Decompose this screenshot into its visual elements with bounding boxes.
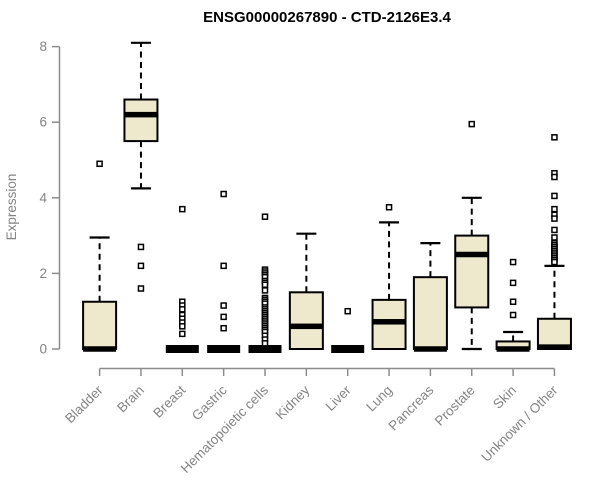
x-tick-label-bladder: Bladder xyxy=(62,382,106,426)
iqr-box xyxy=(123,98,159,143)
outlier-point xyxy=(509,311,517,319)
median-line xyxy=(413,346,447,352)
box-lung xyxy=(371,204,407,350)
outlier-point xyxy=(96,160,103,168)
iqr-box xyxy=(454,234,490,309)
outlier-point xyxy=(551,226,558,234)
box-bladder xyxy=(82,160,118,352)
collapsed-box xyxy=(207,345,241,353)
collapsed-box xyxy=(248,345,282,353)
box-hematopoietic-cells xyxy=(248,213,282,353)
x-tick-label-skin: Skin xyxy=(490,383,519,412)
outlier-point xyxy=(344,307,351,315)
box-skin xyxy=(495,258,531,352)
box-gastric xyxy=(207,190,241,353)
iqr-box xyxy=(288,291,324,350)
outlier-point xyxy=(551,205,558,213)
median-line xyxy=(83,346,117,352)
outlier-point xyxy=(261,340,269,347)
median-line xyxy=(496,346,530,352)
box-unknown-other xyxy=(536,134,572,351)
outlier-point xyxy=(261,287,269,294)
x-tick-label-prostate: Prostate xyxy=(432,383,478,429)
iqr-box xyxy=(412,276,448,350)
x-tick-label-brain: Brain xyxy=(114,383,147,416)
median-line xyxy=(455,251,489,258)
outlier-point xyxy=(509,279,517,287)
outlier-point xyxy=(551,258,558,266)
outlier-point xyxy=(220,313,227,321)
outlier-point xyxy=(137,285,145,292)
outlier-point xyxy=(220,324,227,332)
outlier-point xyxy=(220,302,227,309)
box-kidney xyxy=(288,232,324,350)
box-prostate xyxy=(454,120,490,351)
y-tick-label: 8 xyxy=(39,39,47,54)
x-tick-label-unknown-other: Unknown / Other xyxy=(478,382,561,465)
iqr-box xyxy=(82,300,118,350)
outlier-point xyxy=(509,298,517,305)
outlier-point xyxy=(179,205,186,213)
x-tick-label-breast: Breast xyxy=(150,382,188,420)
median-line xyxy=(537,344,571,350)
y-tick-label: 2 xyxy=(39,266,47,281)
outlier-point xyxy=(551,192,558,200)
box-pancreas xyxy=(412,242,448,352)
box-liver xyxy=(331,307,365,353)
outlier-point xyxy=(220,190,227,198)
y-tick-label: 0 xyxy=(39,342,47,357)
median-line xyxy=(124,111,158,118)
collapsed-box xyxy=(165,345,199,353)
outlier-point xyxy=(551,173,558,181)
outlier-point xyxy=(137,262,145,270)
median-line xyxy=(289,323,323,330)
x-tick-label-gastric: Gastric xyxy=(189,382,230,423)
x-tick-label-liver: Liver xyxy=(323,382,355,414)
outlier-point xyxy=(385,204,393,211)
outlier-point xyxy=(509,258,517,266)
chart-title: ENSG00000267890 - CTD-2126E3.4 xyxy=(203,9,451,26)
median-line xyxy=(372,319,406,325)
box-breast xyxy=(165,205,199,353)
x-tick-label-lung: Lung xyxy=(363,383,395,415)
y-tick-label: 6 xyxy=(39,115,47,130)
outlier-point xyxy=(261,281,269,288)
x-tick-label-kidney: Kidney xyxy=(273,382,313,422)
outlier-point xyxy=(551,215,558,222)
y-axis: 0 2 4 6 8 xyxy=(39,39,61,357)
outlier-point xyxy=(179,323,186,330)
outlier-point xyxy=(179,330,186,338)
outlier-point xyxy=(261,213,269,220)
y-tick-label: 4 xyxy=(39,190,47,205)
collapsed-box xyxy=(331,345,365,353)
outlier-point xyxy=(220,262,227,270)
outlier-point xyxy=(179,306,186,313)
outlier-point xyxy=(551,234,558,241)
outlier-point xyxy=(468,120,475,128)
x-tick-label-pancreas: Pancreas xyxy=(386,382,437,433)
outlier-point xyxy=(551,134,558,141)
box-brain xyxy=(123,41,159,292)
outlier-point xyxy=(137,243,145,251)
